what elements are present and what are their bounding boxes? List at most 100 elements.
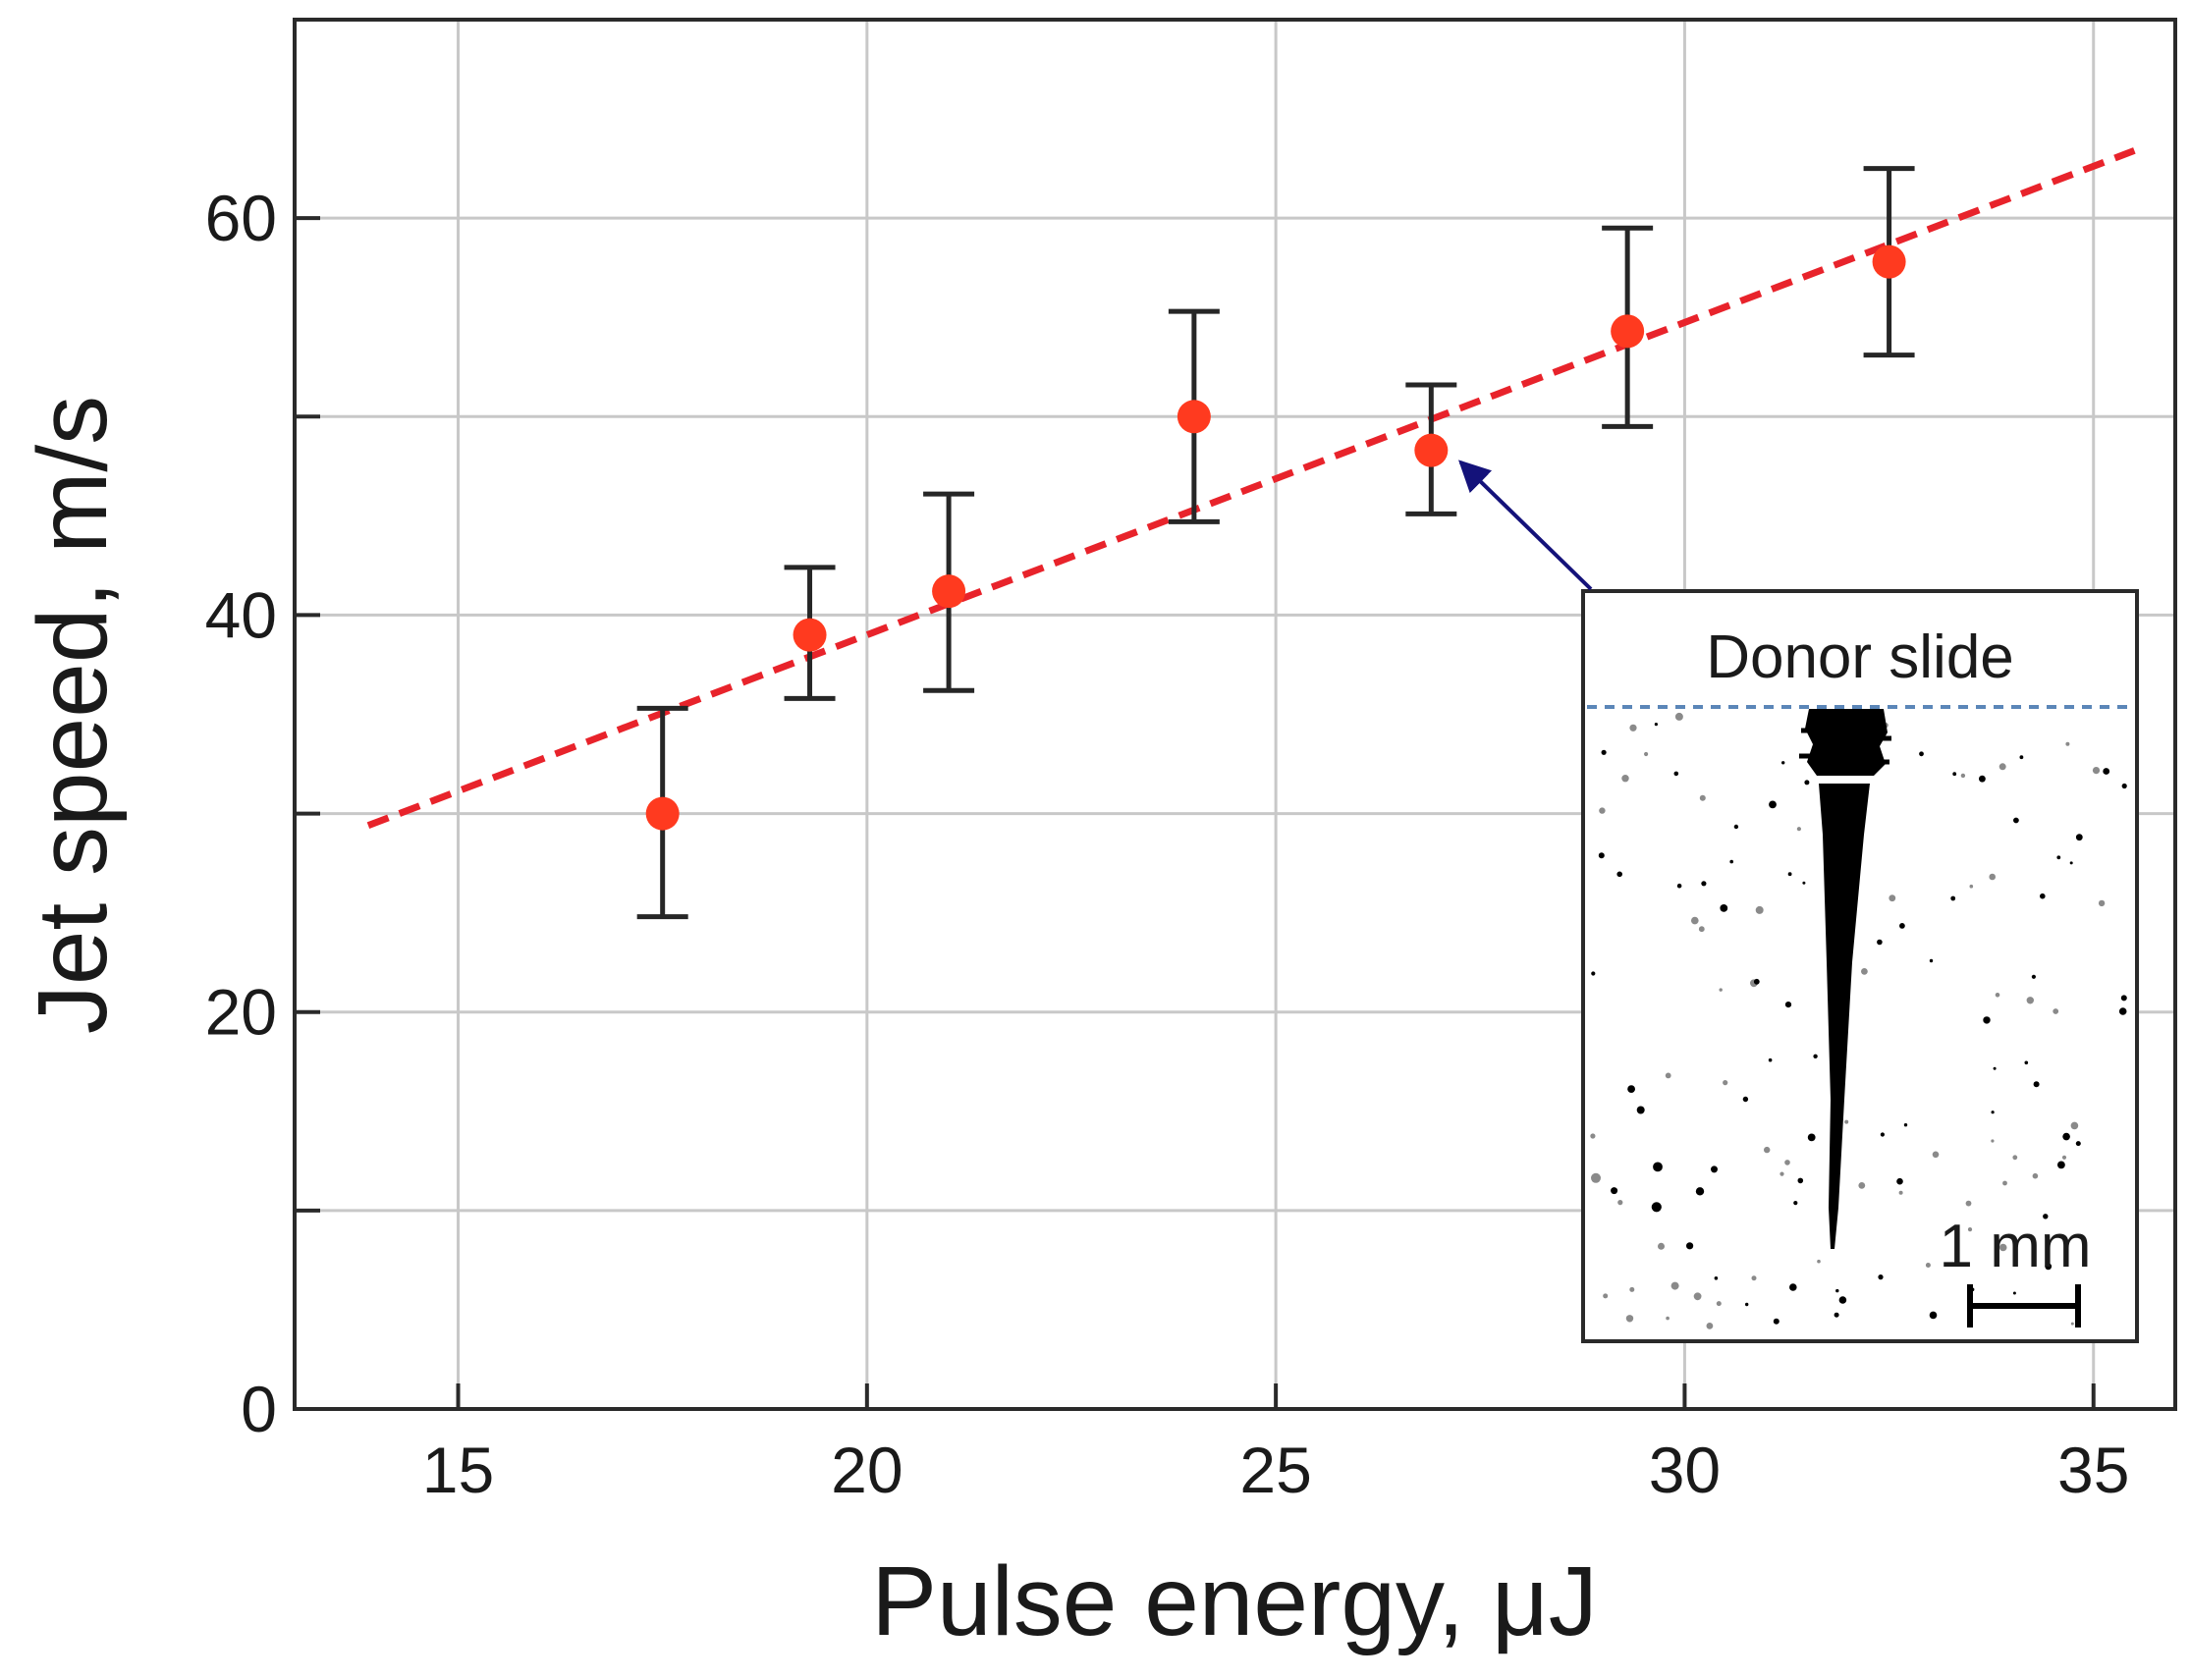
y-axis-title: Jet speed, m/s xyxy=(18,396,128,1034)
inset-speckle xyxy=(1965,1200,1972,1207)
inset-speckle xyxy=(1636,1106,1645,1114)
data-point xyxy=(1611,314,1645,349)
x-tick-label: 25 xyxy=(1239,1434,1311,1506)
y-tick-label: 0 xyxy=(241,1373,277,1445)
inset-speckle xyxy=(1653,1162,1663,1172)
x-tick-label: 35 xyxy=(2057,1434,2129,1506)
inset-speckle xyxy=(1929,1311,1938,1320)
inset-speckle xyxy=(1989,873,1996,881)
y-axis-ticks: 0 20 40 60 xyxy=(205,18,320,1445)
inset-speckle xyxy=(1844,1119,1849,1124)
inset-speckle xyxy=(2121,783,2127,789)
inset-speckle xyxy=(2065,741,2070,746)
inset-speckle xyxy=(1877,939,1883,946)
inset-speckle xyxy=(1903,1123,1908,1127)
inset-speckle xyxy=(1896,1177,1903,1185)
inset-speckle xyxy=(2019,755,2024,760)
inset-speckle xyxy=(1834,1312,1839,1318)
inset-speckle xyxy=(1781,761,1785,765)
inset-speckle xyxy=(2012,1291,2016,1295)
x-tick-label: 30 xyxy=(1649,1434,1721,1506)
inset-speckle xyxy=(1858,1182,1866,1189)
inset-speckle xyxy=(1764,1146,1771,1154)
jet-head-streaks xyxy=(1799,728,1891,765)
inset-speckle xyxy=(1616,871,1622,878)
data-point xyxy=(932,574,966,609)
inset-speckle xyxy=(2053,1008,2059,1014)
inset-speckle xyxy=(2033,1081,2040,1088)
inset-speckle xyxy=(1676,883,1682,889)
inset-speckle xyxy=(1796,827,1801,832)
inset-speckle xyxy=(1695,1187,1705,1196)
inset-speckle xyxy=(2045,1263,2053,1271)
inset-speckle xyxy=(1629,724,1637,732)
inset-speckle xyxy=(1929,958,1934,963)
inset-speckle xyxy=(1835,1288,1839,1293)
inset-speckle xyxy=(1755,905,1764,914)
inset-speckle xyxy=(2026,997,2034,1004)
inset-speckle xyxy=(1889,894,1896,902)
inset-speckle xyxy=(1753,978,1760,985)
inset-speckle xyxy=(1699,794,1706,801)
inset-speckle xyxy=(1789,1283,1797,1291)
inset-panel: Donor slide 1 mm xyxy=(1581,589,2139,1343)
data-point xyxy=(793,618,827,652)
inset-speckle xyxy=(1861,968,1868,975)
inset-speckle xyxy=(1991,1139,1995,1143)
inset-speckle xyxy=(1998,763,2006,771)
inset-speckle xyxy=(1769,800,1777,809)
inset-speckle xyxy=(1967,1227,1973,1232)
data-point xyxy=(1414,433,1449,467)
inset-speckle xyxy=(1993,1066,1997,1070)
inset-speckle xyxy=(2032,1172,2039,1179)
inset-speckle xyxy=(1979,775,1986,783)
inset-speckle xyxy=(1745,1302,1749,1307)
donor-slide-label: Donor slide xyxy=(1706,623,2014,691)
y-tick-label: 40 xyxy=(205,578,277,651)
inset-speckle xyxy=(2012,1155,2018,1161)
y-tick-label: 20 xyxy=(205,976,277,1049)
inset-speckle xyxy=(1665,1072,1671,1079)
scale-bar xyxy=(1967,1284,2081,1328)
inset-speckle xyxy=(2069,861,2073,865)
inset-speckle xyxy=(2092,767,2101,775)
data-point xyxy=(645,796,680,831)
inset-speckle xyxy=(1625,1315,1634,1323)
inset-speckle xyxy=(2075,1141,2081,1147)
inset-speckle xyxy=(1591,971,1596,976)
inset-speckle xyxy=(1691,916,1699,925)
inset-speckle xyxy=(2043,1214,2049,1219)
inset-speckle xyxy=(1807,1133,1816,1142)
inset-speckle xyxy=(1998,1243,2007,1252)
inset-speckle xyxy=(1950,895,1956,901)
inset-speckle xyxy=(1629,1286,1635,1292)
inset-speckle xyxy=(1784,1160,1790,1165)
inset-speckle xyxy=(2040,893,2046,899)
inset-speckle xyxy=(1611,1187,1618,1195)
inset-speckle xyxy=(1932,1151,1940,1159)
inset-speckle xyxy=(1779,1171,1784,1176)
inset-speckle xyxy=(1658,1242,1665,1250)
inset-speckle xyxy=(1617,1200,1623,1206)
inset-speckle xyxy=(1797,1177,1804,1184)
x-tick-label: 20 xyxy=(831,1434,903,1506)
inset-speckle xyxy=(1817,1259,1821,1264)
data-point xyxy=(1177,400,1211,434)
inset-speckle xyxy=(1952,772,1957,777)
inset-speckle xyxy=(1711,1165,1718,1173)
inset-speckle xyxy=(1983,1016,1991,1024)
inset-speckle xyxy=(2031,974,2036,979)
inset-speckle xyxy=(1723,1080,1728,1086)
inset-speckle xyxy=(1729,859,1733,864)
data-points xyxy=(645,244,1906,831)
inset-speckle xyxy=(1838,1296,1847,1304)
inset-speckle xyxy=(1925,1263,1931,1268)
inset-speckle xyxy=(2070,1121,2079,1130)
inset-speckle xyxy=(1714,1276,1719,1280)
data-point xyxy=(1872,244,1906,279)
inset-speckle xyxy=(1701,881,1707,887)
inset-speckle xyxy=(1719,988,1723,992)
inset-speckle xyxy=(1673,771,1679,777)
inset-speckle-texture xyxy=(1590,712,2127,1329)
inset-speckle xyxy=(1654,723,1658,727)
